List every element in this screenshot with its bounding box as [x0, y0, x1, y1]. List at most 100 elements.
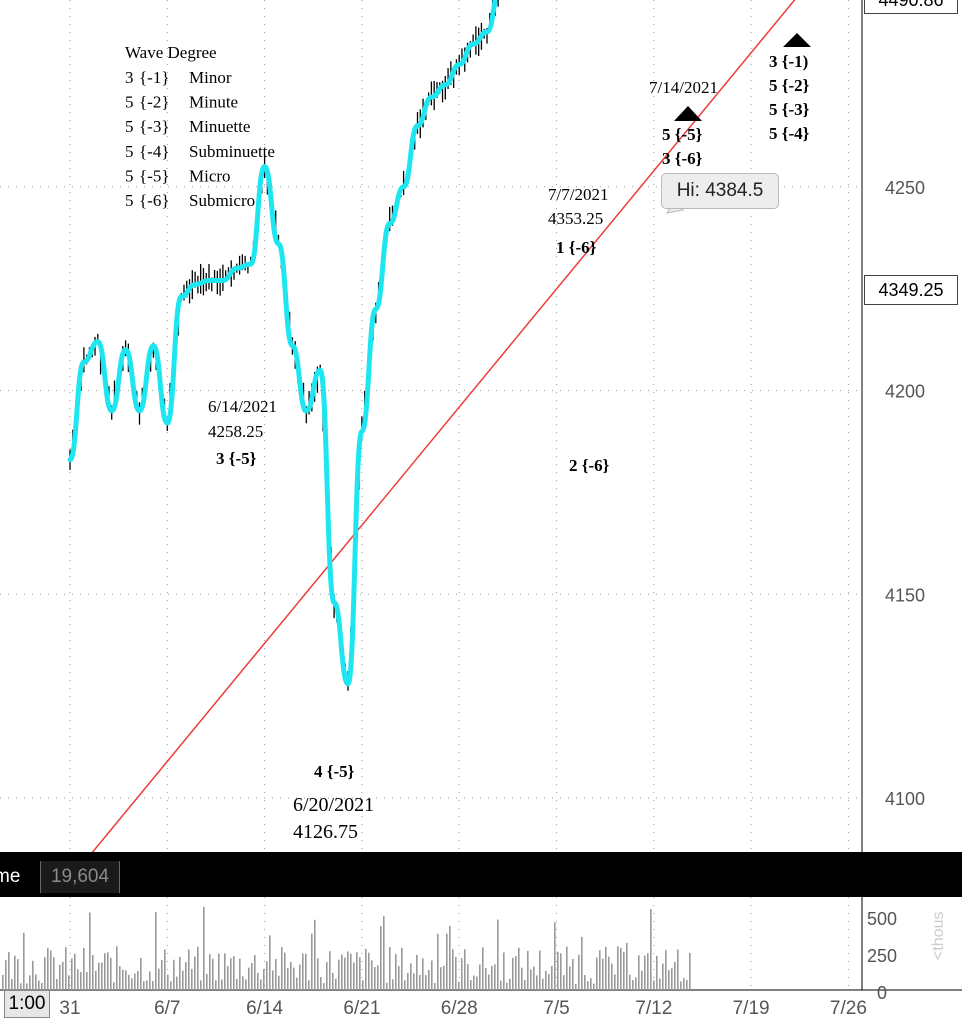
- volume-bar: [290, 961, 292, 990]
- peak-wave-b: 3 {-6}: [662, 149, 703, 168]
- volume-bar: [341, 954, 343, 990]
- volume-bar: [254, 954, 256, 990]
- volume-bar: [683, 978, 685, 990]
- volume-bar: [491, 965, 493, 990]
- volume-bar: [113, 982, 115, 990]
- volume-bar: [362, 980, 364, 990]
- axis-area: [862, 0, 962, 852]
- volume-bar: [623, 951, 625, 990]
- volume-bar: [248, 967, 250, 990]
- volume-bar: [437, 933, 439, 990]
- volume-bar: [152, 981, 154, 990]
- volume-bar: [386, 982, 388, 990]
- volume-bar: [554, 922, 556, 990]
- volume-bar: [224, 953, 226, 990]
- wave-degree-code: {-2}: [139, 93, 169, 112]
- wave-degree-name: Subminuette: [189, 142, 275, 161]
- volume-bar: [542, 978, 544, 990]
- volume-bar: [134, 973, 136, 990]
- top-price-box: 4490.86: [864, 0, 958, 14]
- volume-bar: [185, 962, 187, 990]
- volume-bar: [89, 912, 91, 990]
- volume-bar: [617, 946, 619, 990]
- volume-bar: [332, 972, 334, 990]
- wave-degree-code: {-6}: [139, 191, 169, 210]
- volume-bar: [656, 955, 658, 990]
- volume-bar: [329, 951, 331, 990]
- volume-bar: [425, 975, 427, 990]
- volume-bar: [86, 972, 88, 990]
- volume-bar: [539, 950, 541, 990]
- volume-bar: [80, 972, 82, 990]
- volume-bar: [650, 909, 652, 990]
- volume-bar: [236, 978, 238, 990]
- wave-4-date: 6/20/2021: [293, 794, 374, 816]
- x-tick-label: 6/28: [441, 998, 478, 1019]
- volume-bar: [299, 964, 301, 990]
- volume-bar: [665, 950, 667, 990]
- x-tick-label: 6/14: [246, 998, 283, 1019]
- volume-bar: [434, 982, 436, 990]
- volume-bar: [527, 950, 529, 990]
- volume-bar: [176, 976, 178, 990]
- volume-bar: [587, 981, 589, 990]
- volume-bar: [431, 960, 433, 990]
- volume-bar: [638, 955, 640, 990]
- volume-bar: [500, 980, 502, 990]
- volume-bar: [557, 951, 559, 990]
- volume-bar: [92, 955, 94, 990]
- volume-bar: [107, 952, 109, 990]
- volume-bar: [77, 969, 79, 990]
- volume-bar: [125, 970, 127, 990]
- volume-bar: [662, 963, 664, 990]
- volume-bar: [293, 967, 295, 990]
- volume-bar: [158, 968, 160, 990]
- volume-bar: [356, 952, 358, 990]
- volume-bar: [548, 974, 550, 990]
- volume-bar: [572, 958, 574, 990]
- x-tick-label: 6/7: [154, 998, 180, 1019]
- volume-bar: [266, 961, 268, 990]
- right-stack-label: 5 {-2}: [769, 76, 810, 95]
- volume-bar: [71, 958, 73, 990]
- volume-bar: [314, 919, 316, 990]
- volume-bar: [110, 957, 112, 990]
- x-tick-label: 7/19: [733, 998, 770, 1019]
- volume-bar: [509, 978, 511, 990]
- wave-degree-count: 3: [125, 68, 134, 87]
- volume-bar: [590, 978, 592, 990]
- wave-2-label: 2 {-6}: [569, 456, 610, 475]
- volume-bar: [119, 966, 121, 990]
- volume-bar: [599, 950, 601, 990]
- volume-bar: [668, 970, 670, 990]
- volume-bar: [155, 912, 157, 990]
- wave-degree-count: 5: [125, 117, 134, 136]
- volume-bar: [413, 973, 415, 990]
- volume-axis-area: [862, 897, 962, 990]
- volume-bar: [233, 956, 235, 990]
- volume-bar: [65, 947, 67, 990]
- wave-degree-name: Minor: [189, 68, 232, 87]
- volume-bar: [275, 959, 277, 990]
- volume-bar: [605, 946, 607, 990]
- volume-tick-label: 500: [867, 909, 897, 929]
- volume-bar: [278, 975, 280, 990]
- volume-bar: [455, 957, 457, 990]
- time-box[interactable]: 1:00: [4, 990, 50, 1018]
- volume-bar: [143, 981, 145, 990]
- volume-bar: [296, 977, 298, 990]
- volume-bar: [149, 971, 151, 990]
- volume-bar: [671, 968, 673, 990]
- volume-bar: [8, 952, 10, 990]
- volume-bar: [446, 933, 448, 990]
- volume-bar: [476, 976, 478, 990]
- volume-bar: [128, 974, 130, 990]
- volume-bar: [131, 978, 133, 990]
- volume-bar: [377, 965, 379, 990]
- volume-bar: [311, 933, 313, 990]
- volume-bar: [83, 947, 85, 990]
- volume-bar: [2, 974, 4, 990]
- volume-bar: [212, 958, 214, 990]
- volume-bar: [647, 953, 649, 990]
